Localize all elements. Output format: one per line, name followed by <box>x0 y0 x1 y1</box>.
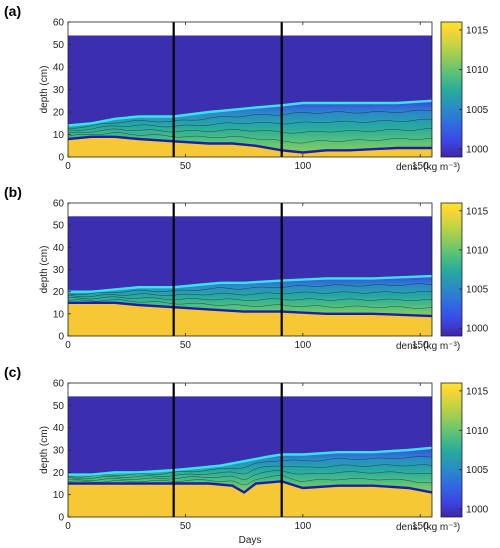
colorbar-tick-label: 1015 <box>466 25 489 36</box>
panel-label: (c) <box>4 364 21 380</box>
y-axis-label: depth (cm) <box>39 246 50 294</box>
density-transition-zone <box>68 447 432 493</box>
y-tick-label: 10 <box>53 130 65 141</box>
y-tick-label: 30 <box>53 265 65 276</box>
x-tick-label: 50 <box>180 340 192 351</box>
colorbar-tick-label: 1010 <box>466 426 489 437</box>
x-tick-label: 150 <box>412 161 429 172</box>
x-tick-label: 0 <box>65 521 71 532</box>
chart-panel-1: (a) 0 50 100 150 0 10 20 30 40 50 60 depth (cm) 1000 1… <box>4 3 489 173</box>
colorbar-tick-label: 1000 <box>466 324 489 335</box>
colorbar <box>440 202 463 337</box>
y-tick-label: 40 <box>53 423 65 434</box>
colorbar-label: dens. (kg m⁻³) <box>396 162 460 173</box>
colorbar-tick-label: 1015 <box>466 386 489 397</box>
x-tick-label: 0 <box>65 161 71 172</box>
x-tick-label: 50 <box>180 521 192 532</box>
y-axis-label: depth (cm) <box>39 66 50 114</box>
density-contour <box>67 128 433 134</box>
x-tick-label: 0 <box>65 340 71 351</box>
y-tick-label: 10 <box>53 309 65 320</box>
density-contour <box>67 475 433 486</box>
y-tick-label: 20 <box>53 287 65 298</box>
density-contour <box>67 291 433 298</box>
panel-label: (b) <box>4 184 22 200</box>
colorbar <box>440 382 463 518</box>
colorbar-tick-label: 1010 <box>466 65 489 76</box>
chart-panel-2: (b) 0 50 100 150 0 10 20 30 40 50 60 depth (cm) 1000 1… <box>4 184 489 352</box>
colorbar-tick-label: 1010 <box>466 245 489 256</box>
x-tick-label: 100 <box>294 521 311 532</box>
y-axis-label: depth (cm) <box>39 426 50 474</box>
colorbar-tick-label: 1005 <box>466 465 489 476</box>
y-tick-label: 30 <box>53 446 65 457</box>
density-contour <box>67 283 433 295</box>
colorbar-tick-label: 1005 <box>466 285 489 296</box>
chart-panel-3: (c) 0 50 100 150 0 10 20 30 40 50 60 depth (cm) Days 1… <box>4 364 489 546</box>
density-contour <box>67 109 433 129</box>
density-contour <box>67 464 433 480</box>
density-contour <box>67 456 433 478</box>
dense-brine-layer <box>68 481 432 517</box>
upper-interface-line <box>68 446 433 476</box>
y-tick-label: 20 <box>53 468 65 479</box>
y-tick-label: 30 <box>53 85 65 96</box>
dense-brine-layer <box>68 136 432 157</box>
colorbar-label: dens. (kg m⁻³) <box>396 341 460 352</box>
y-tick-label: 50 <box>53 40 65 51</box>
colorbar-tick-label: 1005 <box>466 105 489 116</box>
y-tick-label: 50 <box>53 401 65 412</box>
y-tick-label: 60 <box>53 18 65 29</box>
density-contour <box>67 118 433 131</box>
y-tick-label: 10 <box>53 490 65 501</box>
y-tick-label: 0 <box>58 332 64 343</box>
colorbar-tick-label: 1015 <box>466 206 489 217</box>
upper-interface-line <box>67 99 433 127</box>
colorbar-label: dens. (kg m⁻³) <box>396 522 460 533</box>
y-tick-label: 60 <box>53 199 65 210</box>
y-tick-label: 50 <box>53 221 65 232</box>
x-axis-label: Days <box>239 535 262 546</box>
y-tick-label: 20 <box>53 108 65 119</box>
x-tick-label: 100 <box>294 161 311 172</box>
y-tick-label: 60 <box>53 379 65 390</box>
lower-interface-line <box>68 480 433 494</box>
x-tick-label: 100 <box>294 340 311 351</box>
panel-label: (a) <box>4 3 21 19</box>
density-contour <box>67 132 433 144</box>
dense-brine-layer <box>68 302 432 336</box>
upper-interface-line <box>68 274 433 293</box>
colorbar <box>440 21 463 158</box>
lower-interface-line <box>67 135 432 154</box>
x-tick-label: 150 <box>412 340 429 351</box>
x-tick-label: 150 <box>412 521 429 532</box>
y-tick-label: 40 <box>53 243 65 254</box>
density-contour <box>67 299 433 309</box>
density-contour <box>67 296 433 301</box>
y-tick-label: 40 <box>53 63 65 74</box>
colorbar-tick-label: 1000 <box>466 505 489 516</box>
y-tick-label: 0 <box>58 153 64 164</box>
colorbar-tick-label: 1000 <box>466 145 489 156</box>
y-tick-label: 0 <box>58 513 64 524</box>
lower-interface-line <box>68 301 433 318</box>
density-contour <box>67 470 433 481</box>
x-tick-label: 50 <box>180 161 192 172</box>
